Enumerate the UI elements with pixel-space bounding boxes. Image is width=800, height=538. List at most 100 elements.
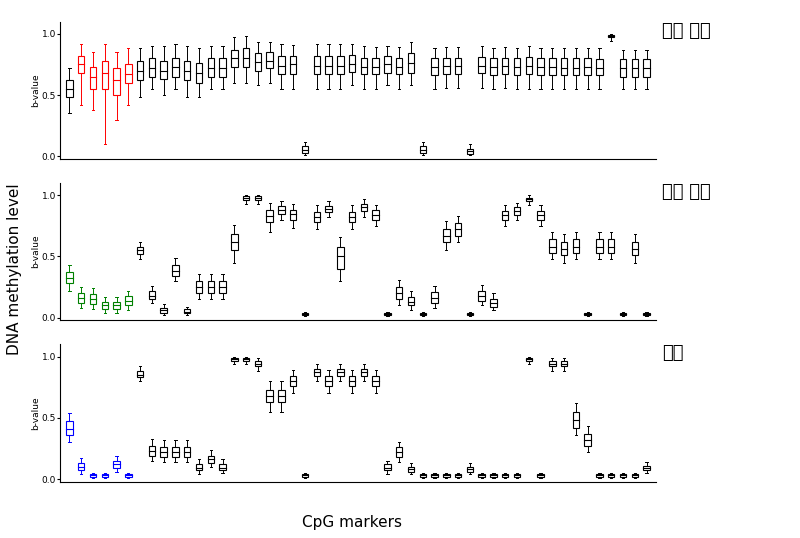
Bar bbox=[149, 446, 155, 456]
Bar bbox=[114, 461, 120, 468]
Bar bbox=[396, 58, 402, 74]
Bar bbox=[207, 456, 214, 463]
Bar bbox=[596, 60, 602, 75]
Text: CpG markers: CpG markers bbox=[302, 515, 402, 530]
Bar bbox=[349, 376, 355, 386]
Bar bbox=[172, 447, 178, 457]
Bar bbox=[620, 60, 626, 76]
Bar bbox=[196, 464, 202, 471]
Bar bbox=[608, 35, 614, 38]
Bar bbox=[502, 474, 509, 477]
Bar bbox=[90, 67, 96, 89]
Bar bbox=[561, 58, 567, 75]
Bar bbox=[431, 474, 438, 477]
Bar bbox=[631, 474, 638, 477]
Bar bbox=[526, 57, 532, 74]
Bar bbox=[219, 58, 226, 76]
Bar bbox=[526, 197, 532, 201]
Bar bbox=[419, 474, 426, 477]
Bar bbox=[514, 58, 520, 75]
Bar bbox=[254, 362, 261, 366]
Y-axis label: b-value: b-value bbox=[31, 73, 40, 107]
Bar bbox=[66, 421, 73, 435]
Bar bbox=[137, 246, 143, 254]
Bar bbox=[149, 58, 155, 76]
Bar bbox=[396, 447, 402, 457]
Bar bbox=[314, 369, 320, 376]
Bar bbox=[349, 213, 355, 222]
Bar bbox=[514, 208, 520, 215]
Bar bbox=[78, 56, 85, 73]
Y-axis label: b-value: b-value bbox=[31, 396, 40, 430]
Bar bbox=[172, 58, 178, 76]
Bar bbox=[408, 297, 414, 306]
Bar bbox=[114, 68, 120, 95]
Bar bbox=[184, 447, 190, 457]
Bar bbox=[384, 56, 390, 73]
Y-axis label: b-value: b-value bbox=[31, 235, 40, 268]
Bar bbox=[278, 206, 285, 214]
Bar bbox=[278, 56, 285, 74]
Bar bbox=[361, 204, 367, 211]
Bar bbox=[573, 239, 579, 253]
Bar bbox=[631, 60, 638, 76]
Bar bbox=[102, 474, 108, 477]
Bar bbox=[455, 474, 462, 477]
Bar bbox=[549, 239, 555, 253]
Bar bbox=[254, 196, 261, 200]
Bar bbox=[585, 58, 591, 75]
Bar bbox=[137, 61, 143, 80]
Bar bbox=[290, 56, 297, 74]
Bar bbox=[538, 58, 544, 75]
Bar bbox=[184, 61, 190, 80]
Bar bbox=[538, 474, 544, 477]
Bar bbox=[466, 467, 473, 472]
Bar bbox=[561, 242, 567, 255]
Bar bbox=[585, 434, 591, 446]
Bar bbox=[643, 60, 650, 76]
Bar bbox=[102, 302, 108, 309]
Bar bbox=[66, 80, 73, 97]
Bar bbox=[78, 293, 85, 303]
Bar bbox=[266, 52, 273, 68]
Bar bbox=[243, 196, 250, 200]
Bar bbox=[361, 369, 367, 376]
Bar bbox=[549, 58, 555, 75]
Bar bbox=[231, 49, 238, 67]
Bar bbox=[266, 210, 273, 222]
Bar bbox=[384, 464, 390, 471]
Bar bbox=[114, 302, 120, 309]
Bar bbox=[466, 149, 473, 154]
Bar bbox=[314, 56, 320, 74]
Bar bbox=[573, 58, 579, 75]
Bar bbox=[455, 223, 462, 236]
Bar bbox=[408, 467, 414, 472]
Bar bbox=[207, 58, 214, 76]
Bar bbox=[443, 474, 450, 477]
Bar bbox=[596, 239, 602, 253]
Bar bbox=[466, 313, 473, 315]
Bar bbox=[596, 474, 602, 477]
Bar bbox=[502, 58, 509, 74]
Bar bbox=[502, 211, 509, 220]
Bar bbox=[149, 291, 155, 299]
Bar bbox=[643, 313, 650, 315]
Bar bbox=[196, 281, 202, 293]
Bar bbox=[243, 48, 250, 67]
Bar bbox=[443, 230, 450, 242]
Bar bbox=[172, 265, 178, 276]
Bar bbox=[337, 246, 343, 268]
Bar bbox=[161, 61, 167, 79]
Bar bbox=[161, 308, 167, 313]
Bar bbox=[278, 390, 285, 402]
Bar bbox=[561, 362, 567, 366]
Bar bbox=[608, 474, 614, 477]
Bar bbox=[585, 313, 591, 315]
Bar bbox=[431, 292, 438, 303]
Bar bbox=[526, 358, 532, 362]
Bar bbox=[231, 235, 238, 250]
Bar bbox=[184, 309, 190, 313]
Bar bbox=[219, 281, 226, 293]
Bar bbox=[78, 463, 85, 471]
Bar bbox=[137, 371, 143, 377]
